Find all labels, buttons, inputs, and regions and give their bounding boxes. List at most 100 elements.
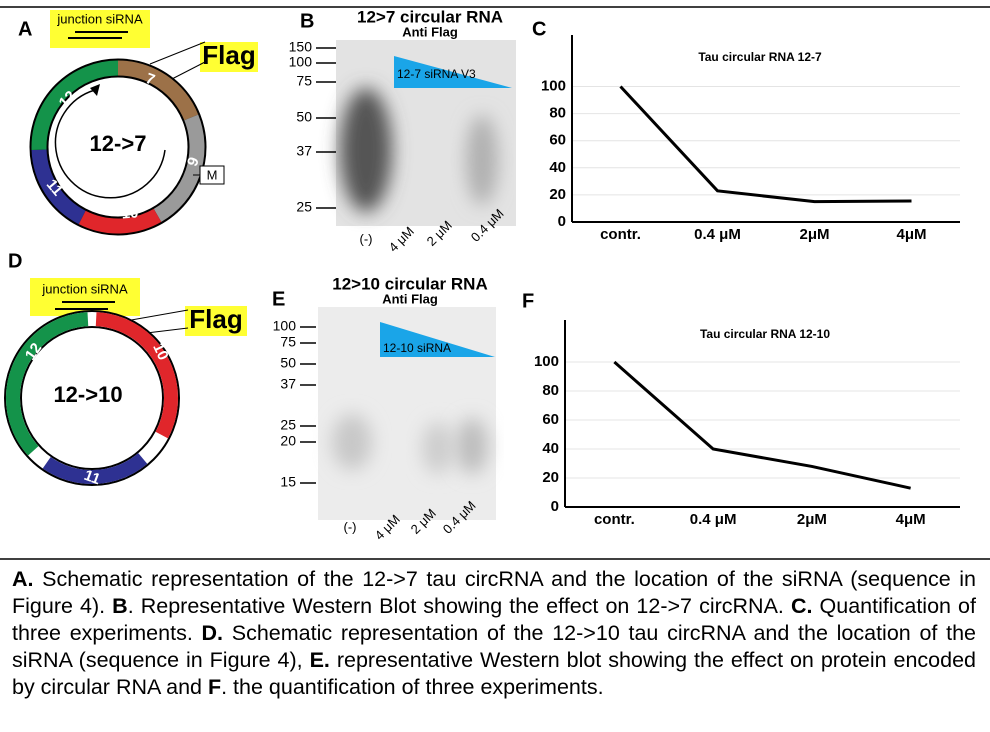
y-tick-label: 80 bbox=[549, 105, 566, 122]
data-line bbox=[613, 360, 911, 490]
y-tick-label: 0 bbox=[558, 213, 566, 230]
band bbox=[340, 88, 392, 212]
caption-run: . Representative Western Blot showing th… bbox=[127, 594, 791, 618]
caption-run: C. bbox=[790, 594, 813, 618]
caption-run: Schematic representation of the 12->7 ta… bbox=[12, 567, 976, 618]
ring-segment bbox=[42, 453, 148, 484]
gradient-triangle bbox=[394, 56, 512, 88]
y-tick-label: 100 bbox=[541, 77, 566, 94]
band bbox=[456, 418, 488, 474]
x-tick-label: 2μM bbox=[797, 511, 827, 528]
segment-label: 10 bbox=[149, 341, 171, 363]
marker-label: M bbox=[207, 167, 218, 182]
ladder-label: 25 bbox=[280, 417, 296, 433]
ladder-label: 50 bbox=[296, 109, 312, 125]
band bbox=[332, 414, 372, 470]
blot-title: 12>7 circular RNA bbox=[357, 7, 503, 26]
band bbox=[466, 115, 498, 205]
ring-segment bbox=[95, 312, 178, 439]
panel-letter: A bbox=[18, 18, 32, 40]
sirna-label: junction siRNA bbox=[41, 281, 128, 296]
circle-label: 12->7 bbox=[90, 131, 147, 156]
panel-letter: B bbox=[300, 10, 314, 32]
caption-run: Quantification of three experiments. bbox=[12, 594, 976, 645]
ladder-label: 37 bbox=[296, 143, 312, 159]
caption-run: . the quantification of three experiment… bbox=[221, 675, 604, 699]
caption-run: A. bbox=[12, 567, 34, 591]
flag-line bbox=[169, 61, 206, 81]
y-tick-label: 60 bbox=[542, 411, 559, 428]
panel-letter: F bbox=[522, 290, 534, 312]
caption-run: Schematic representation of the 12->10 t… bbox=[12, 621, 976, 672]
segment-label: 10 bbox=[121, 204, 139, 222]
lane-label: (-) bbox=[360, 231, 373, 246]
ladder-label: 15 bbox=[280, 474, 296, 490]
y-tick-label: 60 bbox=[549, 132, 566, 149]
circle-label: 12->10 bbox=[53, 382, 122, 407]
flag-box bbox=[200, 42, 258, 72]
ring-segment bbox=[78, 208, 162, 234]
ring-segment bbox=[6, 312, 89, 456]
y-tick-label: 40 bbox=[542, 440, 559, 457]
sirna-label: junction siRNA bbox=[56, 11, 143, 26]
x-tick-label: 4μM bbox=[896, 511, 926, 528]
panel-letter: D bbox=[8, 250, 22, 272]
chart-title: Tau circular RNA 12-10 bbox=[700, 327, 830, 341]
ladder-label: 50 bbox=[280, 355, 296, 371]
y-tick-label: 40 bbox=[549, 159, 566, 176]
caption-run: B bbox=[112, 594, 128, 618]
caption-run: E. bbox=[309, 648, 330, 672]
y-tick-label: 20 bbox=[549, 186, 566, 203]
x-tick-label: 0.4 μM bbox=[690, 511, 737, 528]
ladder-label: 37 bbox=[280, 376, 296, 392]
x-tick-label: contr. bbox=[600, 226, 641, 243]
x-tick-label: 0.4 μM bbox=[694, 226, 741, 243]
x-tick-label: 4μM bbox=[896, 226, 926, 243]
ladder-label: 75 bbox=[280, 334, 296, 350]
panel-letter: C bbox=[532, 18, 546, 40]
gradient-triangle bbox=[380, 322, 495, 357]
x-tick-label: 2μM bbox=[799, 226, 829, 243]
segment-label: 11 bbox=[82, 467, 103, 488]
ladder-label: 150 bbox=[289, 39, 313, 55]
ring-segment bbox=[31, 60, 119, 151]
blot-subtitle: Anti Flag bbox=[402, 24, 458, 39]
flag-label: Flag bbox=[202, 40, 255, 70]
flag-line bbox=[149, 41, 206, 65]
arrow-arc bbox=[54, 89, 166, 199]
ladder-label: 75 bbox=[296, 73, 312, 89]
ladder-label: 20 bbox=[280, 433, 296, 449]
blot-subtitle: Anti Flag bbox=[382, 291, 438, 306]
flag-label: Flag bbox=[189, 304, 242, 334]
gradient-label: 12-7 siRNA V3 bbox=[397, 67, 476, 81]
chart-title: Tau circular RNA 12-7 bbox=[698, 50, 822, 64]
arrow-head bbox=[90, 84, 100, 96]
caption: A. Schematic representation of the 12->7… bbox=[12, 566, 976, 701]
caption-run: F bbox=[207, 675, 222, 699]
ring-segment bbox=[153, 114, 205, 222]
ladder-label: 25 bbox=[296, 199, 312, 215]
band bbox=[422, 422, 454, 474]
lane-label: 4 μM bbox=[386, 224, 417, 255]
caption-run: D. bbox=[201, 621, 224, 645]
ring-segment bbox=[31, 149, 86, 225]
sirna-box bbox=[50, 10, 150, 48]
ladder-label: 100 bbox=[289, 54, 313, 70]
flag-box bbox=[185, 306, 247, 336]
y-tick-label: 20 bbox=[542, 469, 559, 486]
ring-segment bbox=[117, 60, 199, 121]
segment-label: 12 bbox=[22, 340, 45, 363]
y-tick-label: 0 bbox=[551, 498, 559, 515]
panel-letter: E bbox=[272, 288, 285, 310]
y-tick-label: 80 bbox=[542, 382, 559, 399]
lane-label: (-) bbox=[344, 519, 357, 534]
caption-run: representative Western blot showing the … bbox=[12, 648, 976, 699]
ladder-label: 100 bbox=[273, 318, 297, 334]
y-tick-label: 100 bbox=[534, 353, 559, 370]
x-tick-label: contr. bbox=[594, 511, 635, 528]
gradient-label: 12-10 siRNA bbox=[383, 341, 451, 355]
circle-diagram: 12 10 11 bbox=[4, 310, 180, 488]
